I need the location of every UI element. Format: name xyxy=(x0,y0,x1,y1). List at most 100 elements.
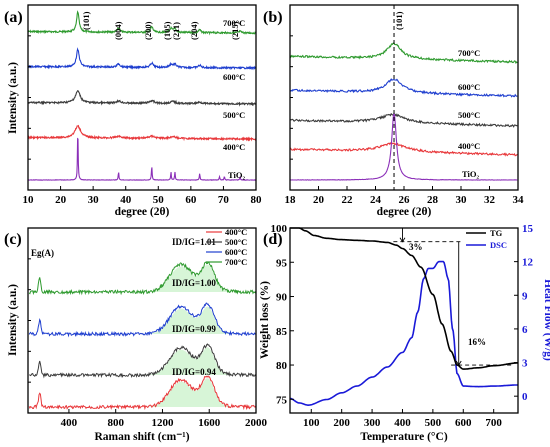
a-series-1 xyxy=(27,47,257,71)
b-series-4 xyxy=(289,112,518,181)
c-ratio-600: ID/IG=1.00 xyxy=(172,278,216,288)
c-fill-0 xyxy=(139,264,233,292)
c-fill-2 xyxy=(139,347,233,375)
a-peak-200: (200) xyxy=(143,21,153,40)
a-xtick-label: 60 xyxy=(185,194,197,206)
d-xtick-label: 200 xyxy=(333,417,350,429)
d-ytick-right-label: 0 xyxy=(522,391,528,403)
b-xtick-label: 26 xyxy=(399,194,411,206)
b-xtick-label: 18 xyxy=(285,194,297,206)
panel-b-frame xyxy=(289,4,519,191)
panel-a-xlabel: degree (2θ) xyxy=(115,206,170,218)
a-series-0 xyxy=(27,10,257,36)
b-series-0 xyxy=(289,42,518,64)
panel-d-ylabel-left: Weight loss (%) xyxy=(259,281,271,359)
panel-c-ylabel: Intensity (a.u.) xyxy=(7,284,19,356)
a-series-3 xyxy=(27,124,257,142)
c-legend-500: 500°C xyxy=(225,237,247,247)
d-ytick-right-label: 9 xyxy=(522,290,528,302)
a-peak-004: (004) xyxy=(113,21,123,40)
d-ytick-right-label: 15 xyxy=(522,223,534,235)
d-ytick-right-label: 6 xyxy=(522,324,528,336)
a-peak-101: (101) xyxy=(81,11,91,30)
panel-a-ylabel: Intensity (a.u.) xyxy=(7,62,19,134)
panel-d-series xyxy=(289,227,518,407)
c-legend-400: 400°C xyxy=(225,227,247,237)
a-label-700: 700°C xyxy=(223,18,245,28)
c-xtick-label: 1200 xyxy=(151,417,174,429)
a-xtick-label: 50 xyxy=(153,194,165,206)
b-xtick-label: 22 xyxy=(342,194,354,206)
d-ytick-left-label: 95 xyxy=(276,257,288,269)
panel-d-label: (d) xyxy=(263,231,283,248)
c-legend-700: 700°C xyxy=(225,257,247,267)
d-xtick-label: 400 xyxy=(394,417,411,429)
b-peak-101: (101) xyxy=(394,11,404,30)
b-xtick-label: 34 xyxy=(513,194,525,206)
panel-a-series xyxy=(27,10,257,181)
panel-d-ylabel-right: Heat Flow (W/g) xyxy=(542,279,550,361)
c-xtick-label: 1600 xyxy=(198,417,221,429)
b-label-400: 400°C xyxy=(458,141,480,151)
c-eg-label: Eg(A) xyxy=(31,248,54,258)
panel-b-series xyxy=(289,42,518,181)
c-fill-3 xyxy=(139,378,233,407)
d-legend-tg: TG xyxy=(490,228,503,238)
d-series-dsc xyxy=(289,260,518,407)
panel-d-ticks: 100 200 300 400 500 600 700 75 80 85 90 95 100 0 3 6 9 12… xyxy=(271,223,534,429)
b-label-500: 500°C xyxy=(458,110,480,120)
b-series-2 xyxy=(289,112,518,128)
a-label-tio2: TiO₂ xyxy=(228,170,245,180)
panel-c-label: (c) xyxy=(4,231,22,248)
d-ytick-right-label: 3 xyxy=(522,358,528,370)
panel-c-series xyxy=(28,261,257,411)
panel-c-ticks: 400 800 1200 1600 2000 xyxy=(28,258,268,429)
c-xtick-label: 800 xyxy=(107,417,124,429)
a-peak-211: (211) xyxy=(171,22,181,40)
panel-a-label: (a) xyxy=(4,9,23,26)
a-xtick-label: 30 xyxy=(88,194,100,206)
d-ytick-left-label: 85 xyxy=(276,326,288,338)
c-series-1 xyxy=(28,302,257,338)
a-label-400: 400°C xyxy=(223,142,245,152)
a-xtick-label: 70 xyxy=(218,194,230,206)
c-series-2 xyxy=(29,343,257,379)
b-xtick-label: 30 xyxy=(456,194,468,206)
c-ratio-700: ID/IG=1.01 xyxy=(172,237,216,247)
a-label-600: 600°C xyxy=(223,72,245,82)
panel-d-frame xyxy=(289,227,519,414)
panel-a: 10 20 30 40 50 60 70 80 (a) Intensity (a.u.) de… xyxy=(4,4,262,218)
panel-b: 18 20 22 24 26 28 30 32 34 (b) degree (2θ) (101)… xyxy=(263,4,525,218)
b-label-600: 600°C xyxy=(458,82,480,92)
panel-a-ticks: 10 20 30 40 50 60 70 80 xyxy=(23,35,262,206)
c-legend: 400°C 500°C 600°C 700°C xyxy=(206,227,247,267)
b-xtick-label: 20 xyxy=(313,194,325,206)
d-arrowhead-16pct xyxy=(455,360,462,366)
b-xtick-label: 28 xyxy=(427,194,439,206)
a-xtick-label: 40 xyxy=(120,194,132,206)
c-ratio-500: ID/IG=0.99 xyxy=(172,324,216,334)
d-xtick-label: 500 xyxy=(425,417,442,429)
d-xtick-label: 300 xyxy=(364,417,381,429)
b-xtick-label: 24 xyxy=(370,194,382,206)
panel-d-xlabel: Temperature (°C) xyxy=(360,431,447,443)
c-xtick-label: 2000 xyxy=(245,417,268,429)
c-legend-600: 600°C xyxy=(225,247,247,257)
panel-c: 400 800 1200 1600 2000 (c) Intensity (a.u.) … xyxy=(4,227,268,443)
a-xtick-label: 20 xyxy=(55,194,67,206)
d-ytick-left-label: 90 xyxy=(276,292,288,304)
a-xtick-label: 10 xyxy=(23,194,35,206)
a-series-2 xyxy=(27,89,257,107)
d-ann-3pct: 3% xyxy=(409,242,423,252)
a-series-4 xyxy=(27,137,257,181)
d-legend: TG DSC xyxy=(466,228,507,250)
panel-b-xlabel: degree (2θ) xyxy=(377,206,432,218)
b-series-3 xyxy=(289,141,518,157)
b-xtick-label: 32 xyxy=(484,194,496,206)
d-ytick-left-label: 100 xyxy=(271,223,288,235)
a-peak-204: (204) xyxy=(189,21,199,40)
c-ratio-400: ID/IG=0.94 xyxy=(172,367,216,377)
d-xtick-label: 100 xyxy=(303,417,320,429)
c-series-0 xyxy=(28,261,257,296)
d-ytick-left-label: 80 xyxy=(276,360,288,372)
